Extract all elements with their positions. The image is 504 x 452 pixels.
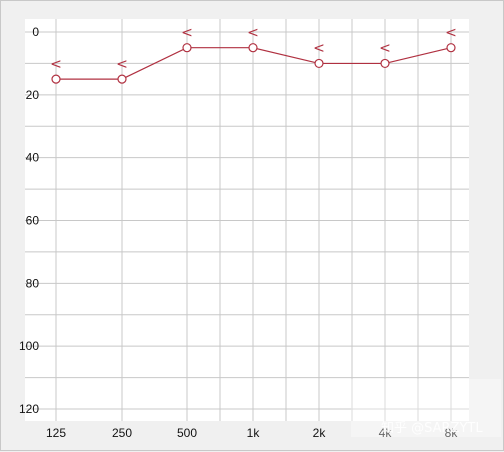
data-point-marker [380,58,390,69]
x-tick-label: 250 [112,426,132,440]
data-point-marker [314,58,324,69]
x-axis: 125 250 500 1k 2k 4k 8k [46,426,458,440]
data-point-marker [182,43,192,53]
x-tick-label: 8k [445,426,459,440]
y-tick-label: 60 [26,214,40,228]
threshold-symbol: < [181,25,193,41]
annotations-layer: < < < < < < < [50,25,457,72]
data-point-marker [51,74,61,84]
data-point-marker [446,43,456,53]
threshold-symbol: < [247,25,259,41]
threshold-symbol: < [313,41,325,57]
threshold-symbol: < [50,56,62,72]
markers-layer [51,43,456,84]
y-tick-label: 40 [26,151,40,165]
grid-lines [25,19,469,421]
y-tick-label: 80 [26,276,40,290]
x-tick-label: 500 [177,426,197,440]
watermark-backdrop [351,379,501,437]
data-point-marker [248,43,258,53]
threshold-symbol: < [116,56,128,72]
threshold-symbol: < [445,25,457,41]
y-axis: 0 20 40 60 80 100 120 [19,25,39,416]
y-tick-label: 100 [19,339,39,353]
data-point-marker [117,74,127,84]
y-tick-label: 20 [26,88,40,102]
x-tick-label: 125 [46,426,66,440]
y-tick-label: 0 [32,25,39,39]
watermark: 知乎 @SARZYTL [381,420,483,436]
x-tick-label: 2k [313,426,327,440]
y-tick-label: 120 [19,402,39,416]
threshold-symbol: < [379,41,391,57]
x-tick-label: 1k [247,426,261,440]
x-tick-label: 4k [379,426,393,440]
